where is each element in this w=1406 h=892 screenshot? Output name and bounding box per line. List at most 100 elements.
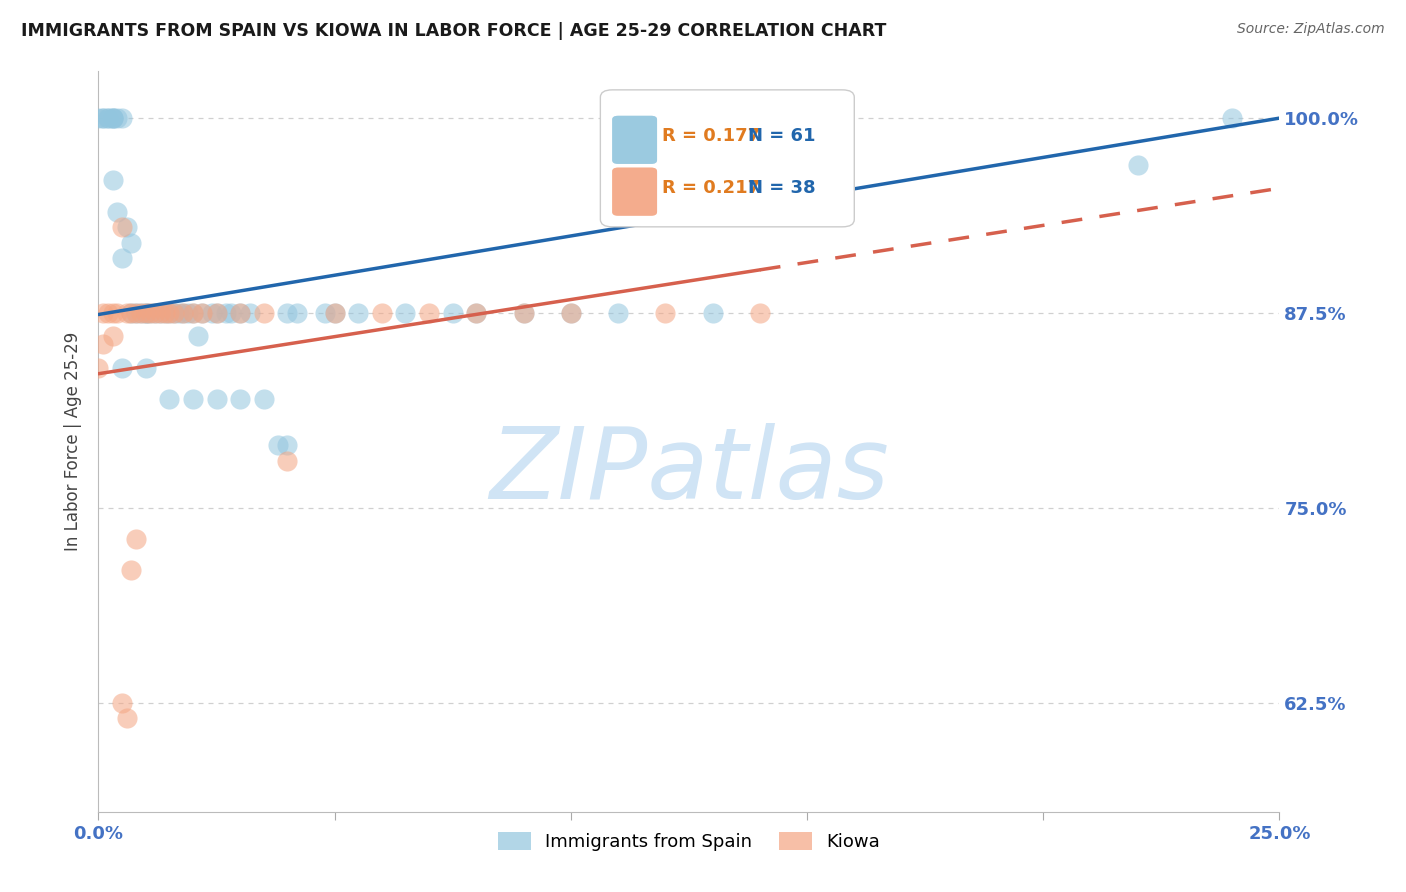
Point: [191, 306, 214, 320]
Point: [163, 306, 186, 320]
Point: [149, 306, 172, 320]
Point: [139, 306, 162, 320]
Point: [125, 306, 148, 320]
Point: [111, 252, 134, 266]
Point: [1126, 158, 1149, 172]
Text: R = 0.217: R = 0.217: [662, 178, 759, 196]
Point: [91, 337, 114, 351]
Point: [229, 392, 252, 406]
Point: [101, 173, 124, 187]
Point: [191, 306, 214, 320]
Text: N = 38: N = 38: [748, 178, 815, 196]
Point: [157, 306, 180, 320]
Point: [276, 454, 298, 468]
Point: [748, 306, 770, 320]
Point: [91, 111, 114, 125]
Point: [139, 306, 162, 320]
Text: IMMIGRANTS FROM SPAIN VS KIOWA IN LABOR FORCE | AGE 25-29 CORRELATION CHART: IMMIGRANTS FROM SPAIN VS KIOWA IN LABOR …: [21, 22, 886, 40]
Point: [115, 306, 138, 320]
Point: [205, 306, 228, 320]
FancyBboxPatch shape: [612, 168, 657, 216]
Point: [129, 306, 152, 320]
Point: [121, 306, 143, 320]
Point: [219, 306, 242, 320]
Point: [1220, 111, 1243, 125]
FancyBboxPatch shape: [600, 90, 855, 227]
Point: [135, 306, 157, 320]
Point: [101, 111, 124, 125]
Point: [163, 306, 186, 320]
Point: [465, 306, 488, 320]
Point: [157, 392, 180, 406]
Point: [111, 220, 134, 235]
Point: [101, 306, 124, 320]
Point: [97, 111, 120, 125]
Point: [111, 111, 134, 125]
Point: [167, 306, 190, 320]
Point: [276, 438, 298, 452]
Point: [121, 306, 143, 320]
Point: [371, 306, 394, 320]
Point: [177, 306, 200, 320]
Point: [125, 306, 148, 320]
Point: [153, 306, 176, 320]
Point: [181, 306, 204, 320]
Point: [512, 306, 534, 320]
Point: [135, 360, 157, 375]
Point: [394, 306, 416, 320]
Point: [441, 306, 464, 320]
Point: [347, 306, 370, 320]
Text: N = 61: N = 61: [748, 127, 815, 145]
Point: [172, 306, 194, 320]
Point: [111, 696, 134, 710]
Point: [101, 111, 124, 125]
Point: [205, 392, 228, 406]
Point: [560, 306, 582, 320]
Point: [418, 306, 440, 320]
Point: [101, 111, 124, 125]
Point: [135, 306, 157, 320]
Point: [702, 306, 724, 320]
Point: [121, 563, 143, 577]
Point: [187, 329, 209, 343]
Point: [267, 438, 290, 452]
Text: R = 0.177: R = 0.177: [662, 127, 759, 145]
Point: [115, 220, 138, 235]
Point: [143, 306, 166, 320]
Point: [215, 306, 238, 320]
Point: [121, 235, 143, 250]
Point: [512, 306, 534, 320]
Point: [91, 306, 114, 320]
Point: [323, 306, 346, 320]
FancyBboxPatch shape: [612, 116, 657, 164]
Point: [105, 204, 128, 219]
Legend: Immigrants from Spain, Kiowa: Immigrants from Spain, Kiowa: [491, 824, 887, 858]
Point: [314, 306, 336, 320]
Point: [97, 111, 120, 125]
Point: [205, 306, 228, 320]
Point: [276, 306, 298, 320]
Point: [253, 306, 276, 320]
Point: [323, 306, 346, 320]
Point: [105, 306, 128, 320]
Point: [229, 306, 252, 320]
Text: ZIPatlas: ZIPatlas: [489, 423, 889, 520]
Point: [654, 306, 676, 320]
Point: [560, 306, 582, 320]
Point: [87, 111, 110, 125]
Point: [153, 306, 176, 320]
Point: [181, 392, 204, 406]
Point: [115, 711, 138, 725]
Point: [125, 532, 148, 546]
Point: [607, 306, 630, 320]
Y-axis label: In Labor Force | Age 25-29: In Labor Force | Age 25-29: [65, 332, 83, 551]
Point: [201, 306, 224, 320]
Point: [135, 306, 157, 320]
Point: [239, 306, 262, 320]
Point: [129, 306, 152, 320]
Point: [229, 306, 252, 320]
Point: [172, 306, 194, 320]
Point: [91, 111, 114, 125]
Point: [143, 306, 166, 320]
Point: [97, 306, 120, 320]
